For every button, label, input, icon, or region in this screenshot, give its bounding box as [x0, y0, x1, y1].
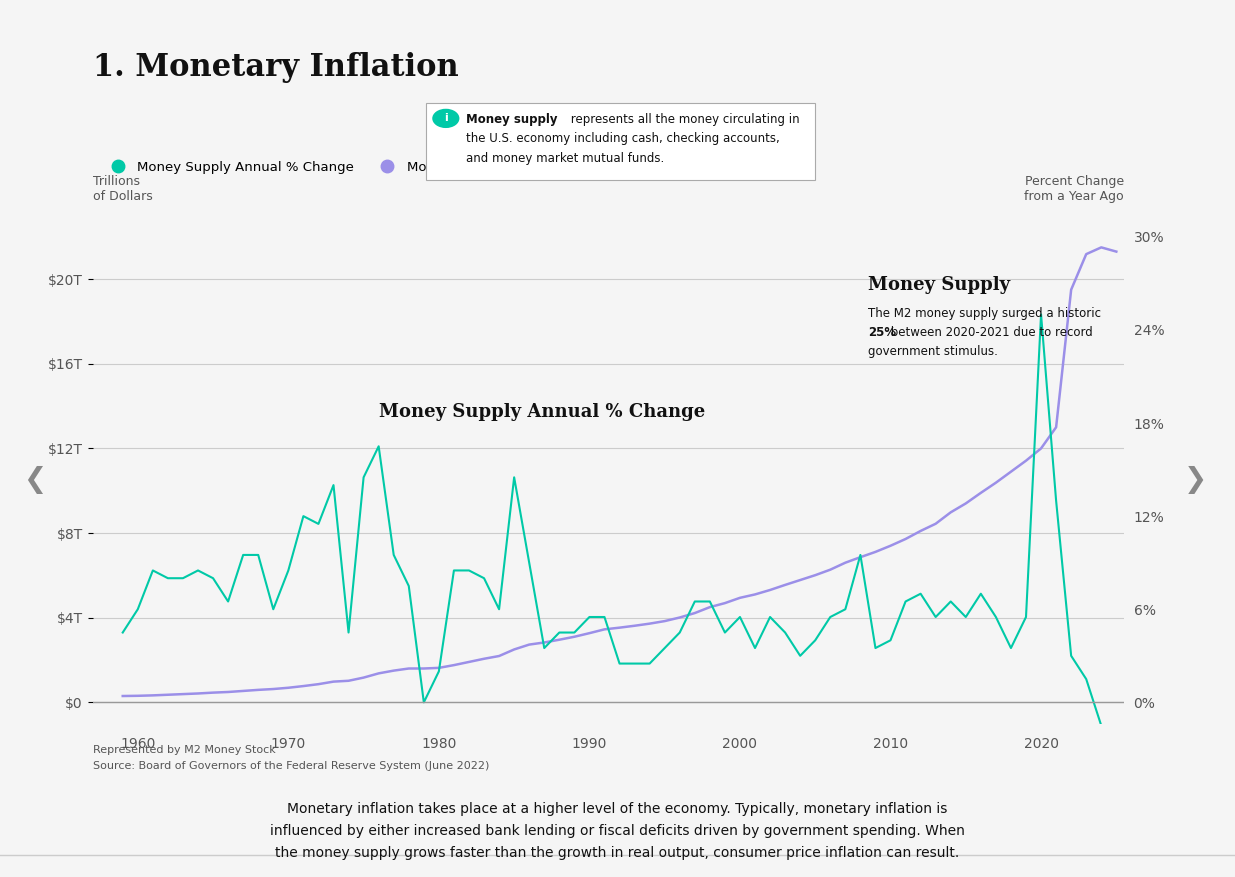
Text: 1. Monetary Inflation: 1. Monetary Inflation — [93, 53, 458, 83]
Text: government stimulus.: government stimulus. — [868, 346, 998, 359]
Text: i: i — [443, 113, 448, 124]
Text: the U.S. economy including cash, checking accounts,: the U.S. economy including cash, checkin… — [466, 132, 779, 146]
Legend: Money Supply Annual % Change, Money Supply: Money Supply Annual % Change, Money Supp… — [99, 156, 506, 179]
Text: between 2020-2021 due to record: between 2020-2021 due to record — [888, 326, 1093, 339]
Text: Money supply: Money supply — [466, 113, 557, 126]
Text: Percent Change
from a Year Ago: Percent Change from a Year Ago — [1024, 175, 1124, 203]
Text: Money Supply: Money Supply — [868, 275, 1010, 294]
Text: Source: Board of Governors of the Federal Reserve System (June 2022): Source: Board of Governors of the Federa… — [93, 761, 489, 771]
Text: represents all the money circulating in: represents all the money circulating in — [567, 113, 799, 126]
Text: Represented by M2 Money Stock: Represented by M2 Money Stock — [93, 745, 275, 755]
Text: and money market mutual funds.: and money market mutual funds. — [466, 152, 664, 165]
Text: Trillions
of Dollars: Trillions of Dollars — [93, 175, 152, 203]
Text: The M2 money supply surged a historic: The M2 money supply surged a historic — [868, 307, 1100, 320]
Text: Monetary inflation takes place at a higher level of the economy. Typically, mone: Monetary inflation takes place at a high… — [270, 802, 965, 859]
Text: ❮: ❮ — [23, 467, 46, 494]
Text: ❯: ❯ — [1184, 467, 1207, 494]
Text: Money Supply Annual % Change: Money Supply Annual % Change — [379, 403, 705, 421]
Text: 25%: 25% — [868, 326, 897, 339]
